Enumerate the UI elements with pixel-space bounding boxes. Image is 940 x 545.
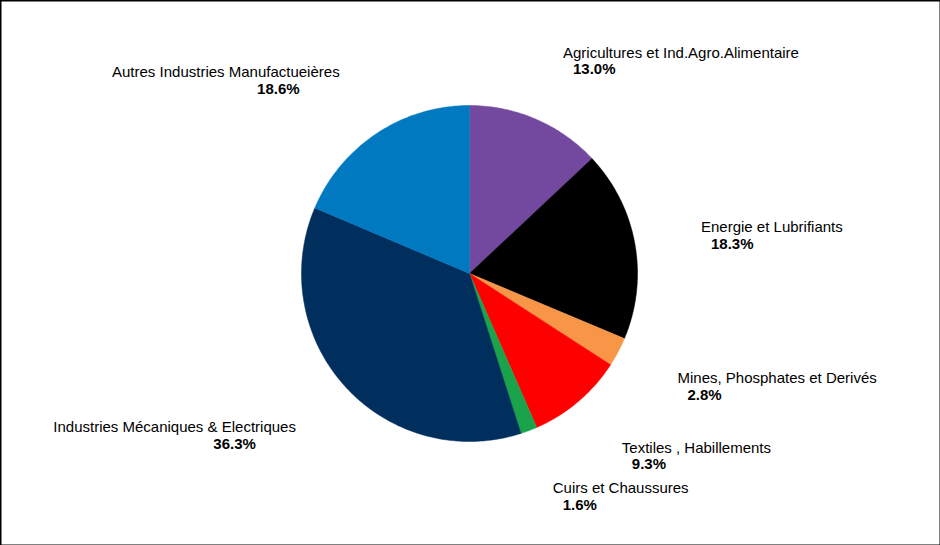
- svg-text:2.8%: 2.8%: [687, 386, 721, 403]
- svg-text:Mines, Phosphates et Derivés: Mines, Phosphates et Derivés: [677, 369, 876, 386]
- svg-text:9.3%: 9.3%: [632, 455, 666, 472]
- svg-text:Energie et Lubrifiants: Energie et Lubrifiants: [701, 218, 843, 235]
- svg-text:Autres Industries Manufactueiè: Autres Industries Manufactueières: [112, 63, 340, 80]
- svg-text:18.6%: 18.6%: [257, 80, 300, 97]
- svg-text:13.0%: 13.0%: [573, 60, 616, 77]
- svg-text:Textiles , Habillements: Textiles , Habillements: [622, 439, 771, 456]
- svg-text:Cuirs et Chaussures: Cuirs et Chaussures: [553, 479, 689, 496]
- svg-text:18.3%: 18.3%: [711, 235, 754, 252]
- svg-text:Agricultures et Ind.Agro.Alime: Agricultures et Ind.Agro.Alimentaire: [563, 44, 799, 61]
- svg-text:1.6%: 1.6%: [563, 496, 597, 513]
- svg-text:36.3%: 36.3%: [213, 435, 256, 452]
- svg-text:Industries Mécaniques & Electr: Industries Mécaniques & Electriques: [53, 418, 296, 435]
